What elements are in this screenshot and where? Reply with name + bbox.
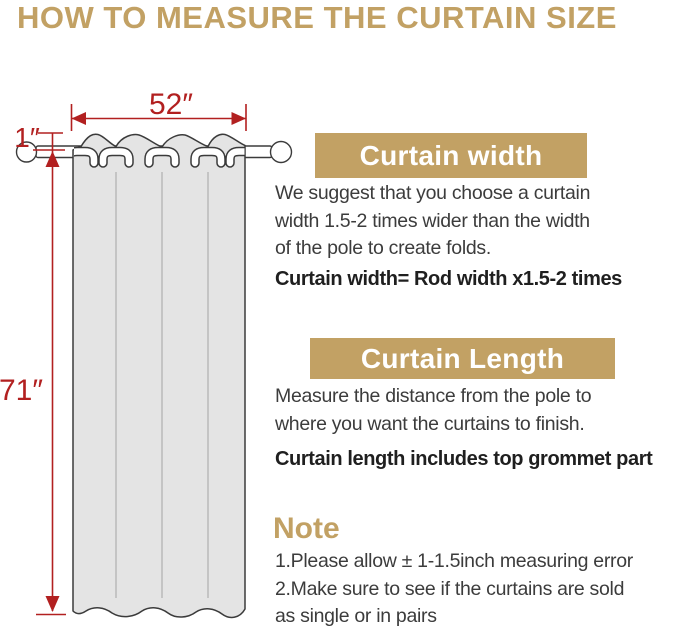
offset-dimension (33, 132, 65, 151)
note-items: 1.Please allow ± 1-1.5inch measuring err… (275, 550, 633, 627)
curtain-length-formula: Curtain length includes top grommet part (275, 448, 653, 470)
grommet-loop-channels (74, 148, 245, 167)
curtain-width-formula: Curtain width= Rod width x1.5-2 times (275, 268, 622, 290)
offset-dimension-label: 1″ (14, 122, 40, 153)
curtain-diagram: 52″ 1″ 71″ (0, 88, 293, 619)
curtain-width-description: We suggest that you choose a curtain wid… (275, 182, 591, 259)
note-heading: Note (273, 512, 340, 545)
curtain-length-heading-label: Curtain Length (360, 342, 565, 374)
curtain-panel-icon (72, 133, 246, 619)
curtain-width-heading-label: Curtain width (359, 139, 543, 171)
curtain-width-heading: Curtain width (315, 133, 587, 178)
width-dimension-label: 52″ (149, 88, 193, 121)
curtain-fold-lines (115, 172, 209, 598)
curtain-length-heading: Curtain Length (310, 338, 615, 379)
length-dimension-label: 71″ (0, 374, 43, 407)
length-dimension (36, 133, 66, 616)
page-title: HOW TO MEASURE THE CURTAIN SIZE (17, 0, 617, 35)
width-dimension (70, 104, 247, 131)
curtain-length-description: Measure the distance from the pole to wh… (275, 385, 592, 435)
